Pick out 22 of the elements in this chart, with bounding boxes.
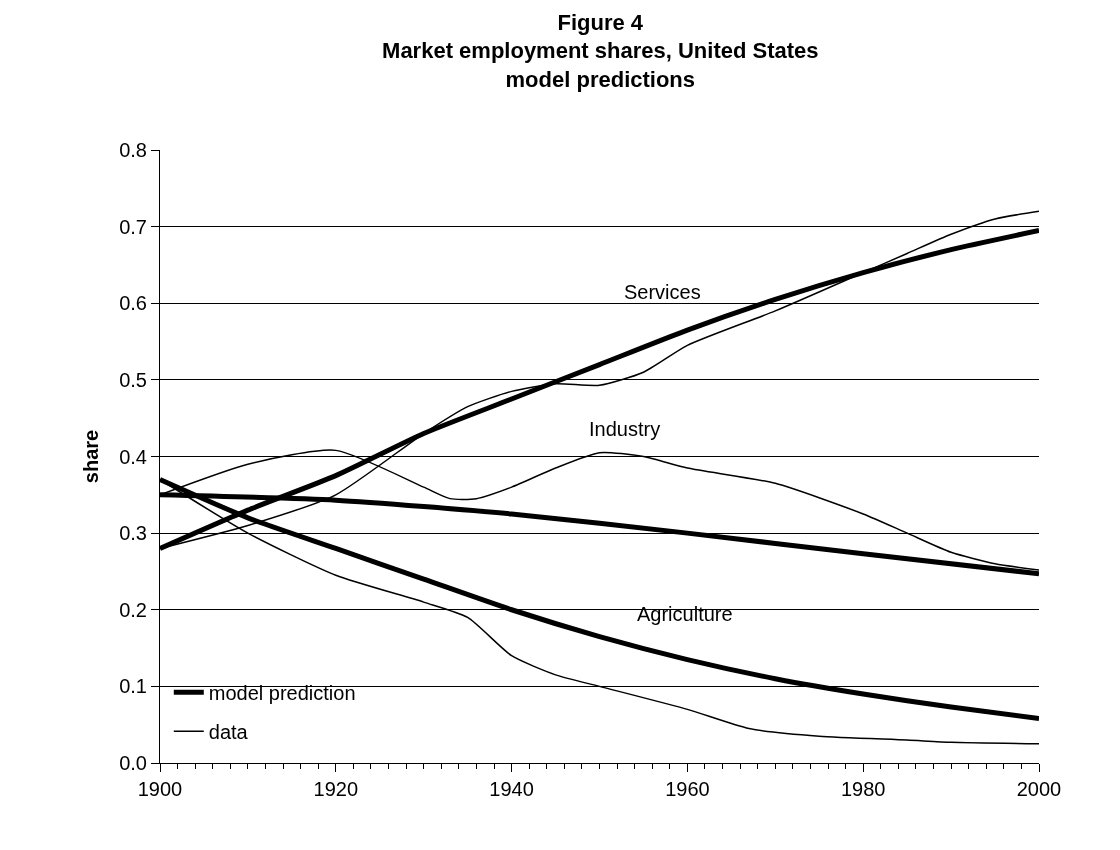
x-tick-label: 1960 [665,778,710,800]
y-axis-title: share [79,429,102,484]
legend-label: model prediction [208,682,356,705]
y-tick-label: 0.2 [119,598,147,621]
y-tick-label: 0.8 [119,139,147,161]
legend-label: data [208,721,249,744]
y-tick-label: 0.5 [119,368,147,391]
x-tick-label: 1900 [137,778,183,800]
x-tick-label: 1920 [313,778,359,800]
annotation: Agriculture [637,603,733,625]
x-tick-label: 2000 [1016,778,1062,800]
y-tick-label: 0.0 [119,752,147,774]
annotation: Services [624,281,701,303]
y-tick-label: 0.3 [119,522,147,545]
y-tick-label: 0.4 [119,445,147,468]
x-tick-label: 1940 [489,778,534,800]
annotation: Industry [589,418,661,440]
y-tick-label: 0.7 [119,215,147,238]
x-tick-label: 1980 [840,778,886,800]
y-tick-label: 0.1 [119,675,147,698]
y-tick-label: 0.6 [119,292,147,315]
chart-title: Figure 4 Market employment shares, United States model predictions [382,9,819,92]
